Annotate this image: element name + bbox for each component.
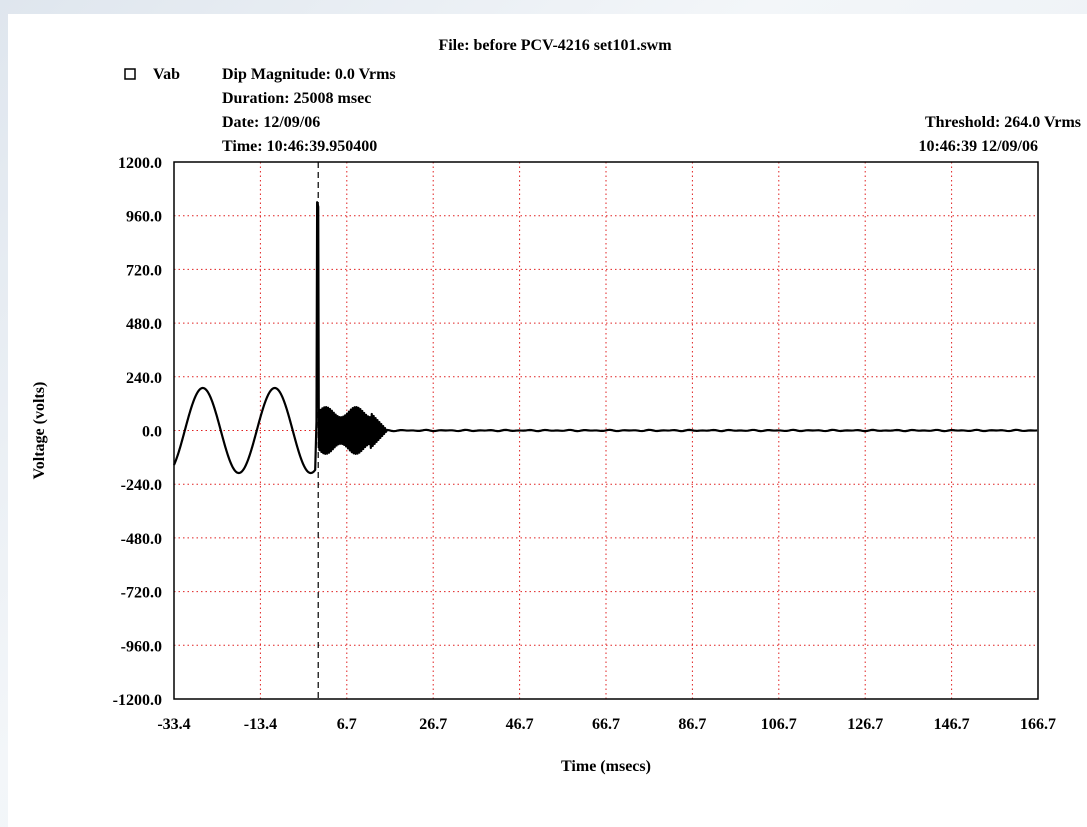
y-axis-label: Voltage (volts) <box>31 382 48 480</box>
x-tick-label: 146.7 <box>934 716 970 733</box>
dip-magnitude: Dip Magnitude: 0.0 Vrms <box>222 66 396 83</box>
x-tick-label: 26.7 <box>419 716 447 733</box>
x-tick-label: 86.7 <box>678 716 706 733</box>
y-tick-label: 0.0 <box>142 424 162 441</box>
y-tick-label: -720.0 <box>121 585 162 602</box>
y-tick-label: -480.0 <box>121 531 162 548</box>
timestamp: 10:46:39 12/09/06 <box>918 138 1038 155</box>
y-tick-label: -1200.0 <box>113 692 162 709</box>
x-tick-label: 166.7 <box>1020 716 1056 733</box>
y-tick-label: -240.0 <box>121 477 162 494</box>
y-tick-label: 480.0 <box>126 316 162 333</box>
y-tick-label: 720.0 <box>126 262 162 279</box>
x-tick-label: 66.7 <box>592 716 620 733</box>
x-tick-label: -33.4 <box>157 716 190 733</box>
y-tick-label: -960.0 <box>121 638 162 655</box>
threshold: Threshold: 264.0 Vrms <box>925 114 1081 131</box>
legend-label-vab: Vab <box>153 66 180 83</box>
x-tick-label: 106.7 <box>761 716 797 733</box>
date: Date: 12/09/06 <box>222 114 320 131</box>
x-axis-label: Time (msecs) <box>561 758 651 775</box>
chart-panel: File: before PCV-4216 set101.swm Vab Dip… <box>8 14 1087 827</box>
series-line-vab <box>172 201 1038 475</box>
voltage-chart: File: before PCV-4216 set101.swm Vab Dip… <box>31 37 1081 775</box>
x-tick-label: 6.7 <box>337 716 357 733</box>
file-title: File: before PCV-4216 set101.swm <box>438 37 672 54</box>
series-layer <box>172 201 1038 475</box>
x-tick-labels: -33.4 -13.4 6.7 26.7 46.7 66.7 86.7 106.7 126.7 1… <box>157 716 1056 733</box>
y-tick-label: 1200.0 <box>118 155 162 172</box>
time: Time: 10:46:39.950400 <box>222 138 377 155</box>
duration: Duration: 25008 msec <box>222 90 371 107</box>
y-tick-label: 960.0 <box>126 209 162 226</box>
x-tick-label: 46.7 <box>506 716 534 733</box>
legend-marker <box>124 68 136 80</box>
y-tick-label: 240.0 <box>126 370 162 387</box>
plot-frame <box>173 161 1039 700</box>
x-tick-label: -13.4 <box>244 716 277 733</box>
y-tick-labels: 1200.0 960.0 720.0 480.0 240.0 0.0 -240.0 -480.… <box>113 155 162 709</box>
x-tick-label: 126.7 <box>847 716 883 733</box>
